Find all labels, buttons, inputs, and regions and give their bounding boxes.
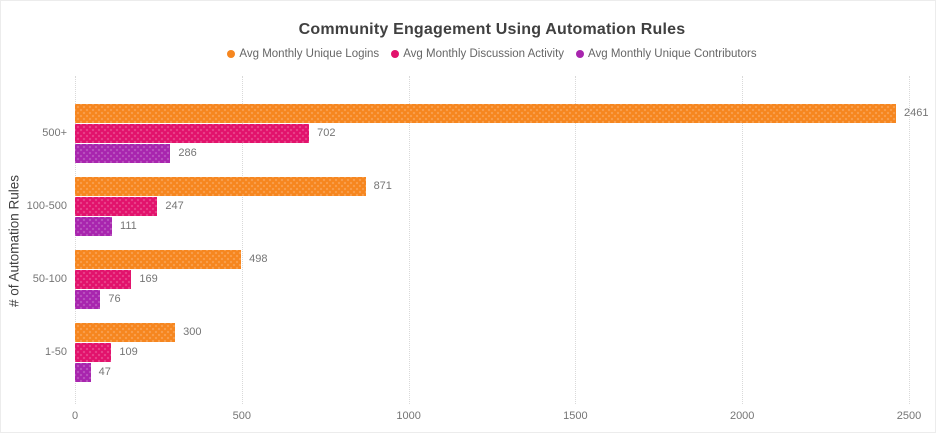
x-tick-label-500: 500 [232,410,251,422]
bar-row: 300 [75,323,909,342]
bar-group-100-500: 871 247 111 [75,177,909,237]
value-label: 76 [108,293,121,305]
value-label: 169 [139,273,158,285]
value-label: 871 [373,180,392,192]
value-label: 498 [249,253,268,265]
value-label: 2461 [903,107,929,119]
bar-100-500-series-0 [75,177,366,196]
x-tick-label-2000: 2000 [729,410,755,422]
bar-50-100-series-2 [75,290,101,309]
bar-row: 109 [75,343,909,362]
bar-100-500-series-1 [75,197,158,216]
bar-row: 2461 [75,104,928,123]
gridline-1500 [575,76,577,404]
category-label-50-100: 50-100 [32,272,67,285]
legend-item-2[interactable]: Avg Monthly Unique Contributors [576,48,757,60]
bar-row: 286 [75,144,909,163]
gridline-500 [241,76,243,404]
bar-50-100-series-0 [75,250,242,269]
chart-title: Community Engagement Using Automation Ru… [298,21,686,38]
legend-item-0[interactable]: Avg Monthly Unique Logins [227,48,379,60]
bar-row: 169 [75,270,909,289]
legend-item-1[interactable]: Avg Monthly Discussion Activity [391,48,564,60]
y-axis-title: # of Automation Rules [6,174,22,308]
bar-group-50-100: 498 169 76 [75,250,909,310]
bar-50-100-series-1 [75,270,132,289]
x-tick-label-1500: 1500 [563,410,588,422]
plot-area: 2461 702 286 871 247 111 498 169 76 300 109 47 [75,76,928,406]
bar-row: 47 [75,363,909,382]
value-label: 47 [98,366,111,378]
value-label: 111 [120,220,137,232]
bar-row: 702 [75,124,909,143]
bar-1-50-series-1 [75,343,112,362]
bar-1-50-series-2 [75,363,91,382]
x-tick-label-0: 0 [71,410,79,422]
x-tick-label-2500: 2500 [896,410,922,422]
value-label: 702 [317,127,336,139]
bar-100-500-series-2 [75,217,113,236]
bar-group-1-50: 300 109 47 [75,323,909,383]
gridline-2500 [909,76,910,404]
bar-row: 247 [75,197,909,216]
bar-row: 111 [75,217,909,236]
category-label-500+: 500+ [42,126,67,139]
gridline-0 [75,76,76,404]
legend-dot-icon [227,50,236,58]
legend-label: Avg Monthly Unique Logins [239,48,380,60]
value-label: 109 [119,346,138,358]
bar-row: 498 [75,250,909,269]
bar-row: 871 [75,177,909,196]
legend-label: Avg Monthly Discussion Activity [403,48,565,60]
category-label-100-500: 100-500 [26,199,67,212]
x-tick-label-1000: 1000 [396,410,421,422]
bar-500+-series-1 [75,124,310,143]
legend-label: Avg Monthly Unique Contributors [588,48,757,60]
legend-dot-icon [391,50,400,58]
legend-dot-icon [576,50,585,58]
value-label: 300 [183,326,202,338]
value-label: 286 [178,147,197,159]
chart-legend: Avg Monthly Unique Logins Avg Monthly Dis… [75,48,909,60]
bar-row: 76 [75,290,909,309]
gridline-1000 [408,76,410,404]
bar-500+-series-0 [75,104,896,123]
bar-500+-series-2 [75,144,171,163]
bar-1-50-series-0 [75,323,176,342]
bar-group-500+: 2461 702 286 [75,104,928,164]
category-label-1-50: 1-50 [44,345,67,358]
gridline-2000 [742,76,744,404]
value-label: 247 [165,200,184,212]
